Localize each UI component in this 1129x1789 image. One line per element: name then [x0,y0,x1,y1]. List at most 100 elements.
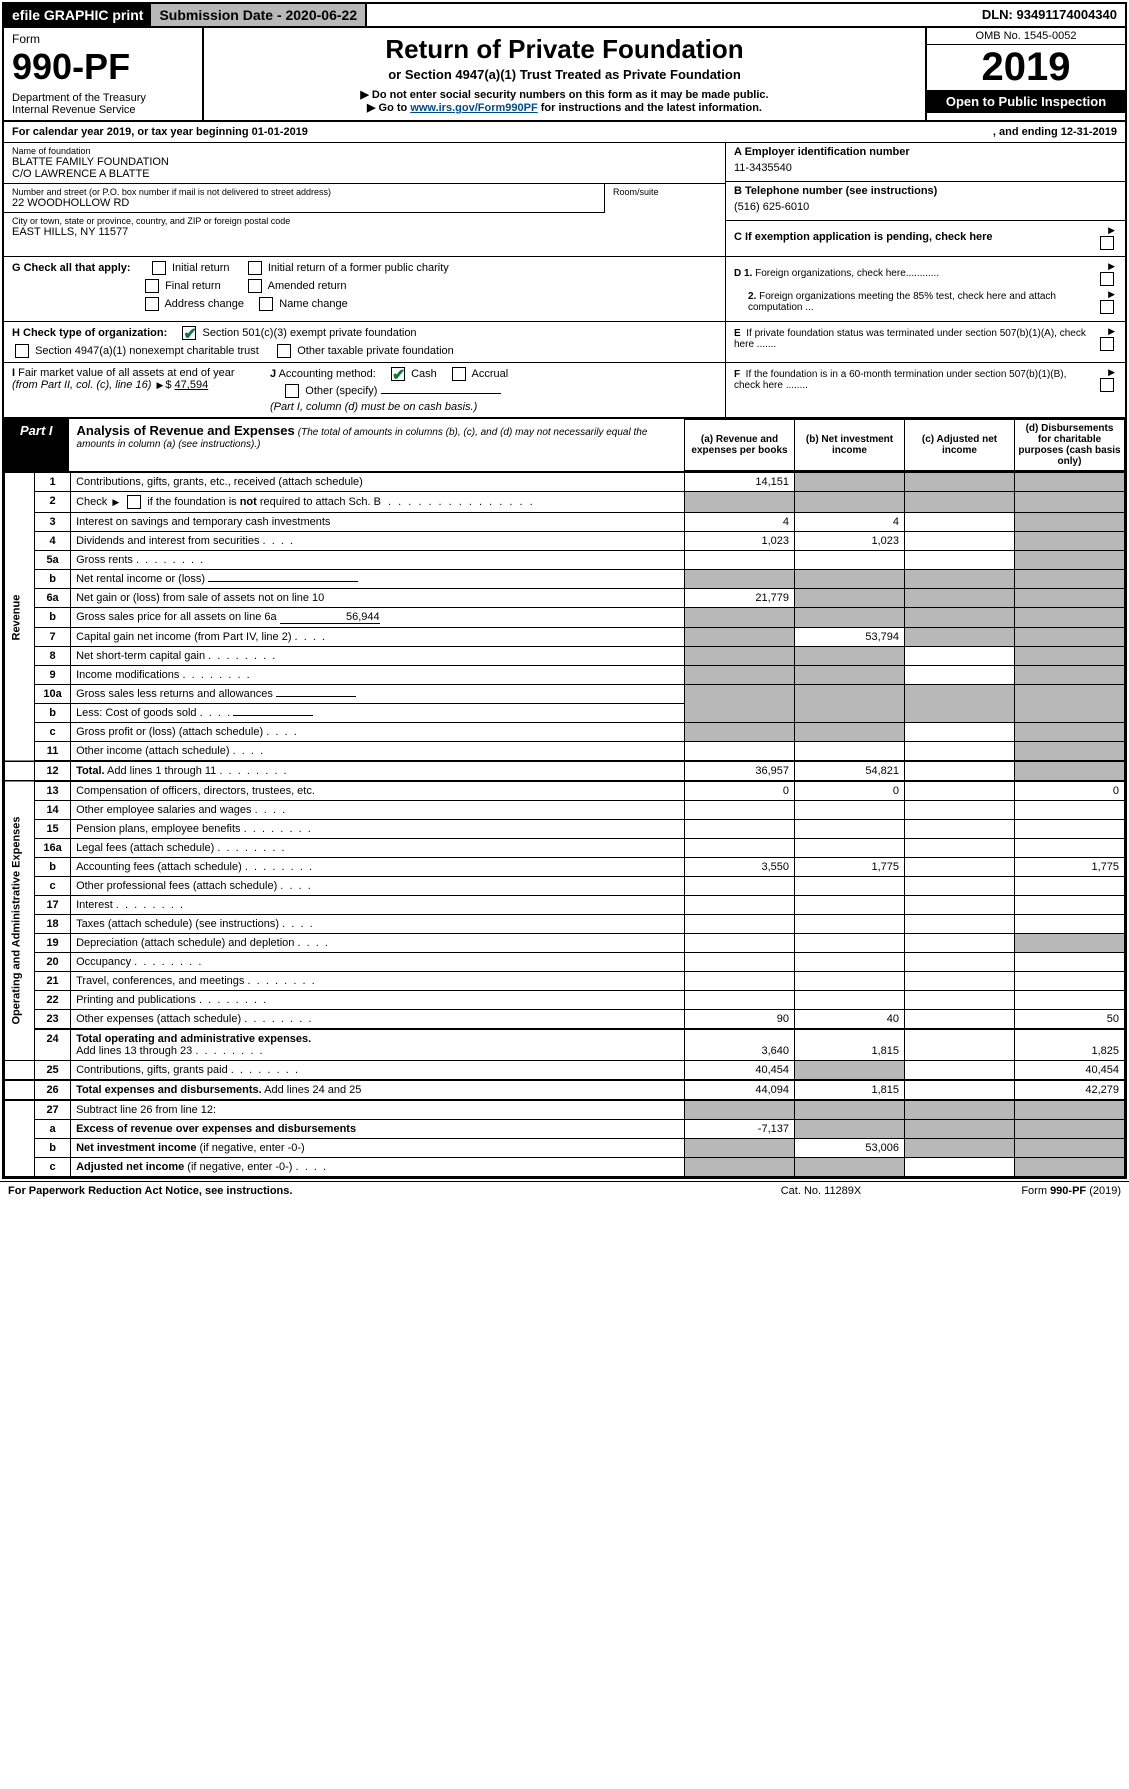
table-row: 11 Other income (attach schedule) [5,742,1125,762]
j-cash-checkbox[interactable] [391,367,405,381]
amt-a [685,666,795,685]
table-row: 14 Other employee salaries and wages [5,801,1125,820]
amt-b: 53,006 [795,1139,905,1158]
schb-checkbox[interactable] [127,495,141,509]
c-checkbox[interactable] [1100,236,1114,250]
j-other-checkbox[interactable] [285,384,299,398]
dln: DLN: 93491174004340 [974,4,1125,26]
row-num: 13 [35,781,71,801]
spacer-cell [5,1100,35,1177]
room-label: Room/suite [613,187,659,197]
h-other-label: Other taxable private foundation [297,345,454,357]
spacer-cell [5,761,35,781]
g-name-checkbox[interactable] [259,297,273,311]
ein-value: 11-3435540 [734,158,1117,178]
i-value: 47,594 [175,379,209,391]
row-num: 26 [35,1080,71,1100]
d: Other employee salaries and wages [76,804,251,816]
h-4947-checkbox[interactable] [15,344,29,358]
part-1-table: Revenue 1 Contributions, gifts, grants, … [4,472,1125,1177]
row-desc: Net gain or (loss) from sale of assets n… [71,589,685,608]
bullet-2-pre: ▶ Go to [367,102,410,114]
10b-field[interactable] [233,715,313,716]
amt-d [1015,570,1125,589]
ein-label: A Employer identification number [734,146,1117,158]
amt-d: 1,825 [1015,1029,1125,1061]
amt-a [685,820,795,839]
table-row: 23 Other expenses (attach schedule) 90 4… [5,1010,1125,1030]
row-desc: Total. Add lines 1 through 11 [71,761,685,781]
e-checkbox[interactable] [1100,337,1114,351]
dots [279,918,313,930]
amt-c [905,666,1015,685]
j-other-field[interactable] [381,393,501,394]
topbar: efile GRAPHIC print Submission Date - 20… [4,4,1125,28]
row-desc: Contributions, gifts, grants, etc., rece… [71,473,685,492]
amt-c [905,1158,1015,1177]
amt-b [795,589,905,608]
d1-checkbox[interactable] [1100,272,1114,286]
amt-d: 0 [1015,781,1125,801]
d2: Add lines 13 through 23 [76,1045,192,1057]
amt-d [1015,513,1125,532]
amt-c [905,551,1015,570]
amt-c [905,915,1015,934]
j-label: Accounting method: [279,368,376,380]
row-num: b [35,608,71,628]
bullet-2: ▶ Go to www.irs.gov/Form990PF for instru… [212,101,917,114]
row-num: 25 [35,1061,71,1081]
e-label: If private foundation status was termina… [734,328,1086,350]
d2-checkbox[interactable] [1100,300,1114,314]
table-row: 26 Total expenses and disbursements. Add… [5,1080,1125,1100]
5b-field[interactable] [208,581,358,582]
amt-a [685,972,795,991]
spacer-cell [5,1061,35,1081]
row-desc: Check if the foundation is not required … [71,492,685,513]
g-initial-former-label: Initial return of a former public charit… [268,262,449,274]
amt-b [795,608,905,628]
d: Pension plans, employee benefits [76,823,241,835]
dots [241,823,311,835]
g-final-checkbox[interactable] [145,279,159,293]
amt-c [905,896,1015,915]
table-row: 24 Total operating and administrative ex… [5,1029,1125,1061]
10a-field[interactable] [276,696,356,697]
j-accrual-checkbox[interactable] [452,367,466,381]
amt-c [905,858,1015,877]
entity-block: Name of foundation BLATTE FAMILY FOUNDAT… [4,143,1125,257]
form-instructions-link[interactable]: www.irs.gov/Form990PF [410,102,537,114]
table-row: 10a Gross sales less returns and allowan… [5,685,1125,704]
exemption-cell: C If exemption application is pending, c… [726,221,1125,256]
amt-c [905,1029,1015,1061]
h-other-checkbox[interactable] [277,344,291,358]
g-initial-former-checkbox[interactable] [248,261,262,275]
g-amended-checkbox[interactable] [248,279,262,293]
row-desc: Dividends and interest from securities [71,532,685,551]
city-label: City or town, state or province, country… [12,216,717,226]
amt-a [685,1158,795,1177]
d: Travel, conferences, and meetings [76,975,244,987]
table-row: Operating and Administrative Expenses 13… [5,781,1125,801]
g-amended-label: Amended return [268,280,347,292]
g-address-checkbox[interactable] [145,297,159,311]
table-row: 20 Occupancy [5,953,1125,972]
c-label: C If exemption application is pending, c… [734,231,1095,243]
form-page: efile GRAPHIC print Submission Date - 20… [2,2,1127,1179]
amt-b [795,972,905,991]
amt-d [1015,685,1125,723]
amt-b [795,647,905,666]
amt-d [1015,666,1125,685]
amt-d [1015,647,1125,666]
row-desc: Other expenses (attach schedule) [71,1010,685,1030]
amt-a [685,801,795,820]
amt-c [905,820,1015,839]
room-cell: Room/suite [605,184,725,213]
amt-d [1015,473,1125,492]
h-501c3-checkbox[interactable] [182,326,196,340]
amt-d [1015,991,1125,1010]
header-center: Return of Private Foundation or Section … [204,28,925,120]
amt-d [1015,723,1125,742]
amt-c [905,1010,1015,1030]
g-initial-checkbox[interactable] [152,261,166,275]
f-checkbox[interactable] [1100,378,1114,392]
